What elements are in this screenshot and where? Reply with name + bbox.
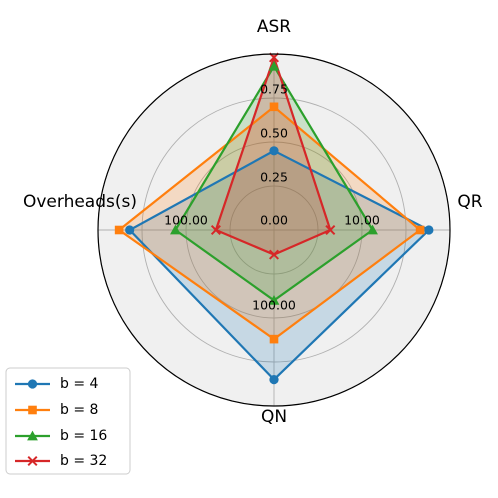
marker-stroke xyxy=(268,249,280,260)
legend-label-b4: b = 4 xyxy=(60,376,99,392)
data-point xyxy=(268,52,280,63)
data-point xyxy=(268,249,280,260)
data-point xyxy=(424,225,434,235)
radial-tick-label: 0.00 xyxy=(260,213,288,228)
marker-stroke xyxy=(210,224,221,236)
legend: b = 4 b = 8 b = 16 b = 32 xyxy=(5,367,131,475)
data-point xyxy=(269,146,279,156)
data-point xyxy=(415,225,425,235)
axis-title-qr: QR xyxy=(457,192,482,212)
legend-label-b16: b = 16 xyxy=(60,428,107,444)
marker-stroke xyxy=(27,455,38,467)
axis-title-qn: QN xyxy=(261,407,287,427)
qn-tick-label: 100.00 xyxy=(252,298,296,313)
data-point xyxy=(269,375,279,385)
marker-stroke xyxy=(268,52,280,63)
series-fill-0 xyxy=(129,150,429,380)
legend-marker-3 xyxy=(27,455,38,467)
data-point xyxy=(210,224,221,236)
marker-stroke xyxy=(325,224,336,236)
series-markers xyxy=(114,52,434,385)
data-point xyxy=(268,295,280,305)
data-point xyxy=(268,60,280,71)
series-fill-3 xyxy=(215,57,331,255)
axis-title-overheads: Overheads(s) xyxy=(23,192,137,212)
axis-titles: ASR QR QN Overheads(s) xyxy=(23,17,483,427)
data-point xyxy=(269,102,279,112)
data-point xyxy=(367,224,378,235)
data-point xyxy=(114,225,124,235)
radial-tick-label: 0.75 xyxy=(260,82,288,97)
plot-outline xyxy=(97,53,451,407)
data-point xyxy=(170,224,181,235)
legend-marker-2 xyxy=(27,430,38,441)
data-point xyxy=(125,225,135,235)
series-fill-2 xyxy=(175,66,373,301)
radial-tick-label: 0.50 xyxy=(260,126,288,141)
data-point xyxy=(269,334,279,344)
legend-marker-0 xyxy=(27,379,38,389)
series-fill-1 xyxy=(119,106,421,340)
legend-label-b8: b = 8 xyxy=(60,402,98,418)
axis-title-asr: ASR xyxy=(257,17,291,37)
legend-marker-1 xyxy=(28,405,37,415)
qr-tick-label: 10.00 xyxy=(344,213,380,228)
data-point xyxy=(325,224,336,236)
legend-label-b32: b = 32 xyxy=(60,453,107,469)
legend-swatches xyxy=(15,379,50,467)
legend-frame xyxy=(5,367,131,475)
series-fills xyxy=(119,57,429,380)
overheads-tick-label: 100.00 xyxy=(164,213,208,228)
radial-tick-labels: 0.00 0.25 0.50 0.75 xyxy=(260,82,288,228)
radial-tick-label: 0.25 xyxy=(260,170,288,185)
axis-tick-labels: 10.00 100.00 100.00 xyxy=(164,213,380,313)
